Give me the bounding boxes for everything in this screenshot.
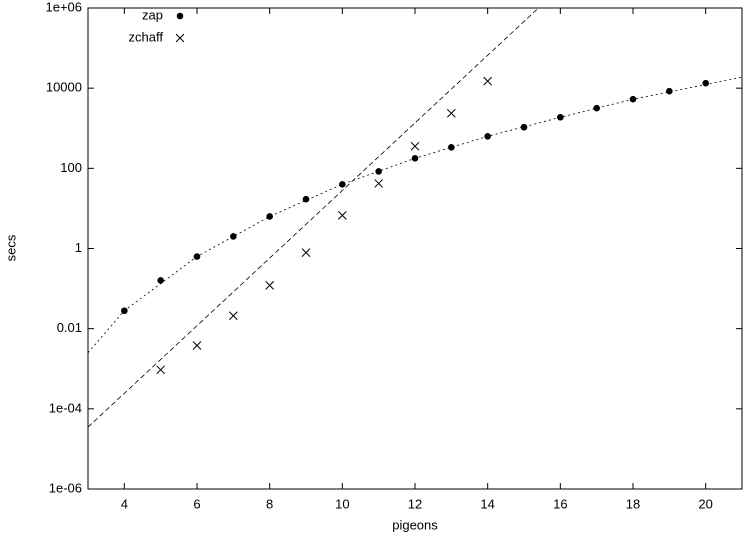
y-tick-label: 10000 (46, 80, 82, 95)
point (192, 341, 202, 350)
y-axis-label: secs (3, 234, 18, 261)
point (557, 113, 564, 121)
point (156, 365, 166, 375)
fit-line (88, 8, 539, 428)
point (265, 281, 275, 290)
legend-label: zap (142, 7, 163, 22)
point (374, 179, 384, 188)
point (339, 180, 346, 188)
point (410, 141, 420, 151)
point (228, 311, 238, 321)
y-tick-label: 1e+06 (45, 0, 82, 14)
y-tick-label: 1e-06 (49, 480, 82, 495)
x-tick-label: 8 (266, 496, 273, 511)
x-tick-label: 20 (698, 496, 712, 511)
point (266, 213, 273, 220)
x-axis-label: pigeons (392, 517, 438, 532)
fit-line (88, 76, 742, 354)
point (483, 76, 493, 86)
point (448, 143, 455, 151)
point (702, 79, 709, 87)
point (230, 233, 237, 240)
y-tick-label: 1 (75, 240, 82, 255)
x-tick-label: 18 (626, 496, 640, 511)
point (411, 154, 419, 162)
point (520, 123, 528, 131)
point (337, 211, 347, 220)
point (302, 195, 310, 203)
point (629, 95, 637, 103)
y-tick-label: 0.01 (57, 320, 82, 335)
point (484, 132, 491, 140)
point (121, 307, 128, 315)
point (666, 87, 673, 95)
x-tick-label: 12 (408, 496, 422, 511)
point (446, 108, 456, 118)
point (193, 253, 201, 260)
legend-label: zchaff (129, 29, 164, 44)
legend-marker (175, 33, 185, 43)
x-tick-label: 16 (553, 496, 567, 511)
point (375, 168, 382, 175)
point (157, 277, 164, 284)
x-tick-label: 10 (335, 496, 349, 511)
plot-frame (87, 7, 743, 490)
point (301, 248, 311, 257)
y-tick-label: 1e-04 (49, 400, 82, 415)
legend-marker (176, 12, 184, 20)
y-tick-label: 100 (60, 160, 82, 175)
x-tick-label: 6 (193, 496, 200, 511)
x-tick-label: 14 (480, 496, 494, 511)
plot-area (88, 8, 742, 428)
point (593, 104, 600, 112)
x-tick-label: 4 (121, 496, 128, 511)
